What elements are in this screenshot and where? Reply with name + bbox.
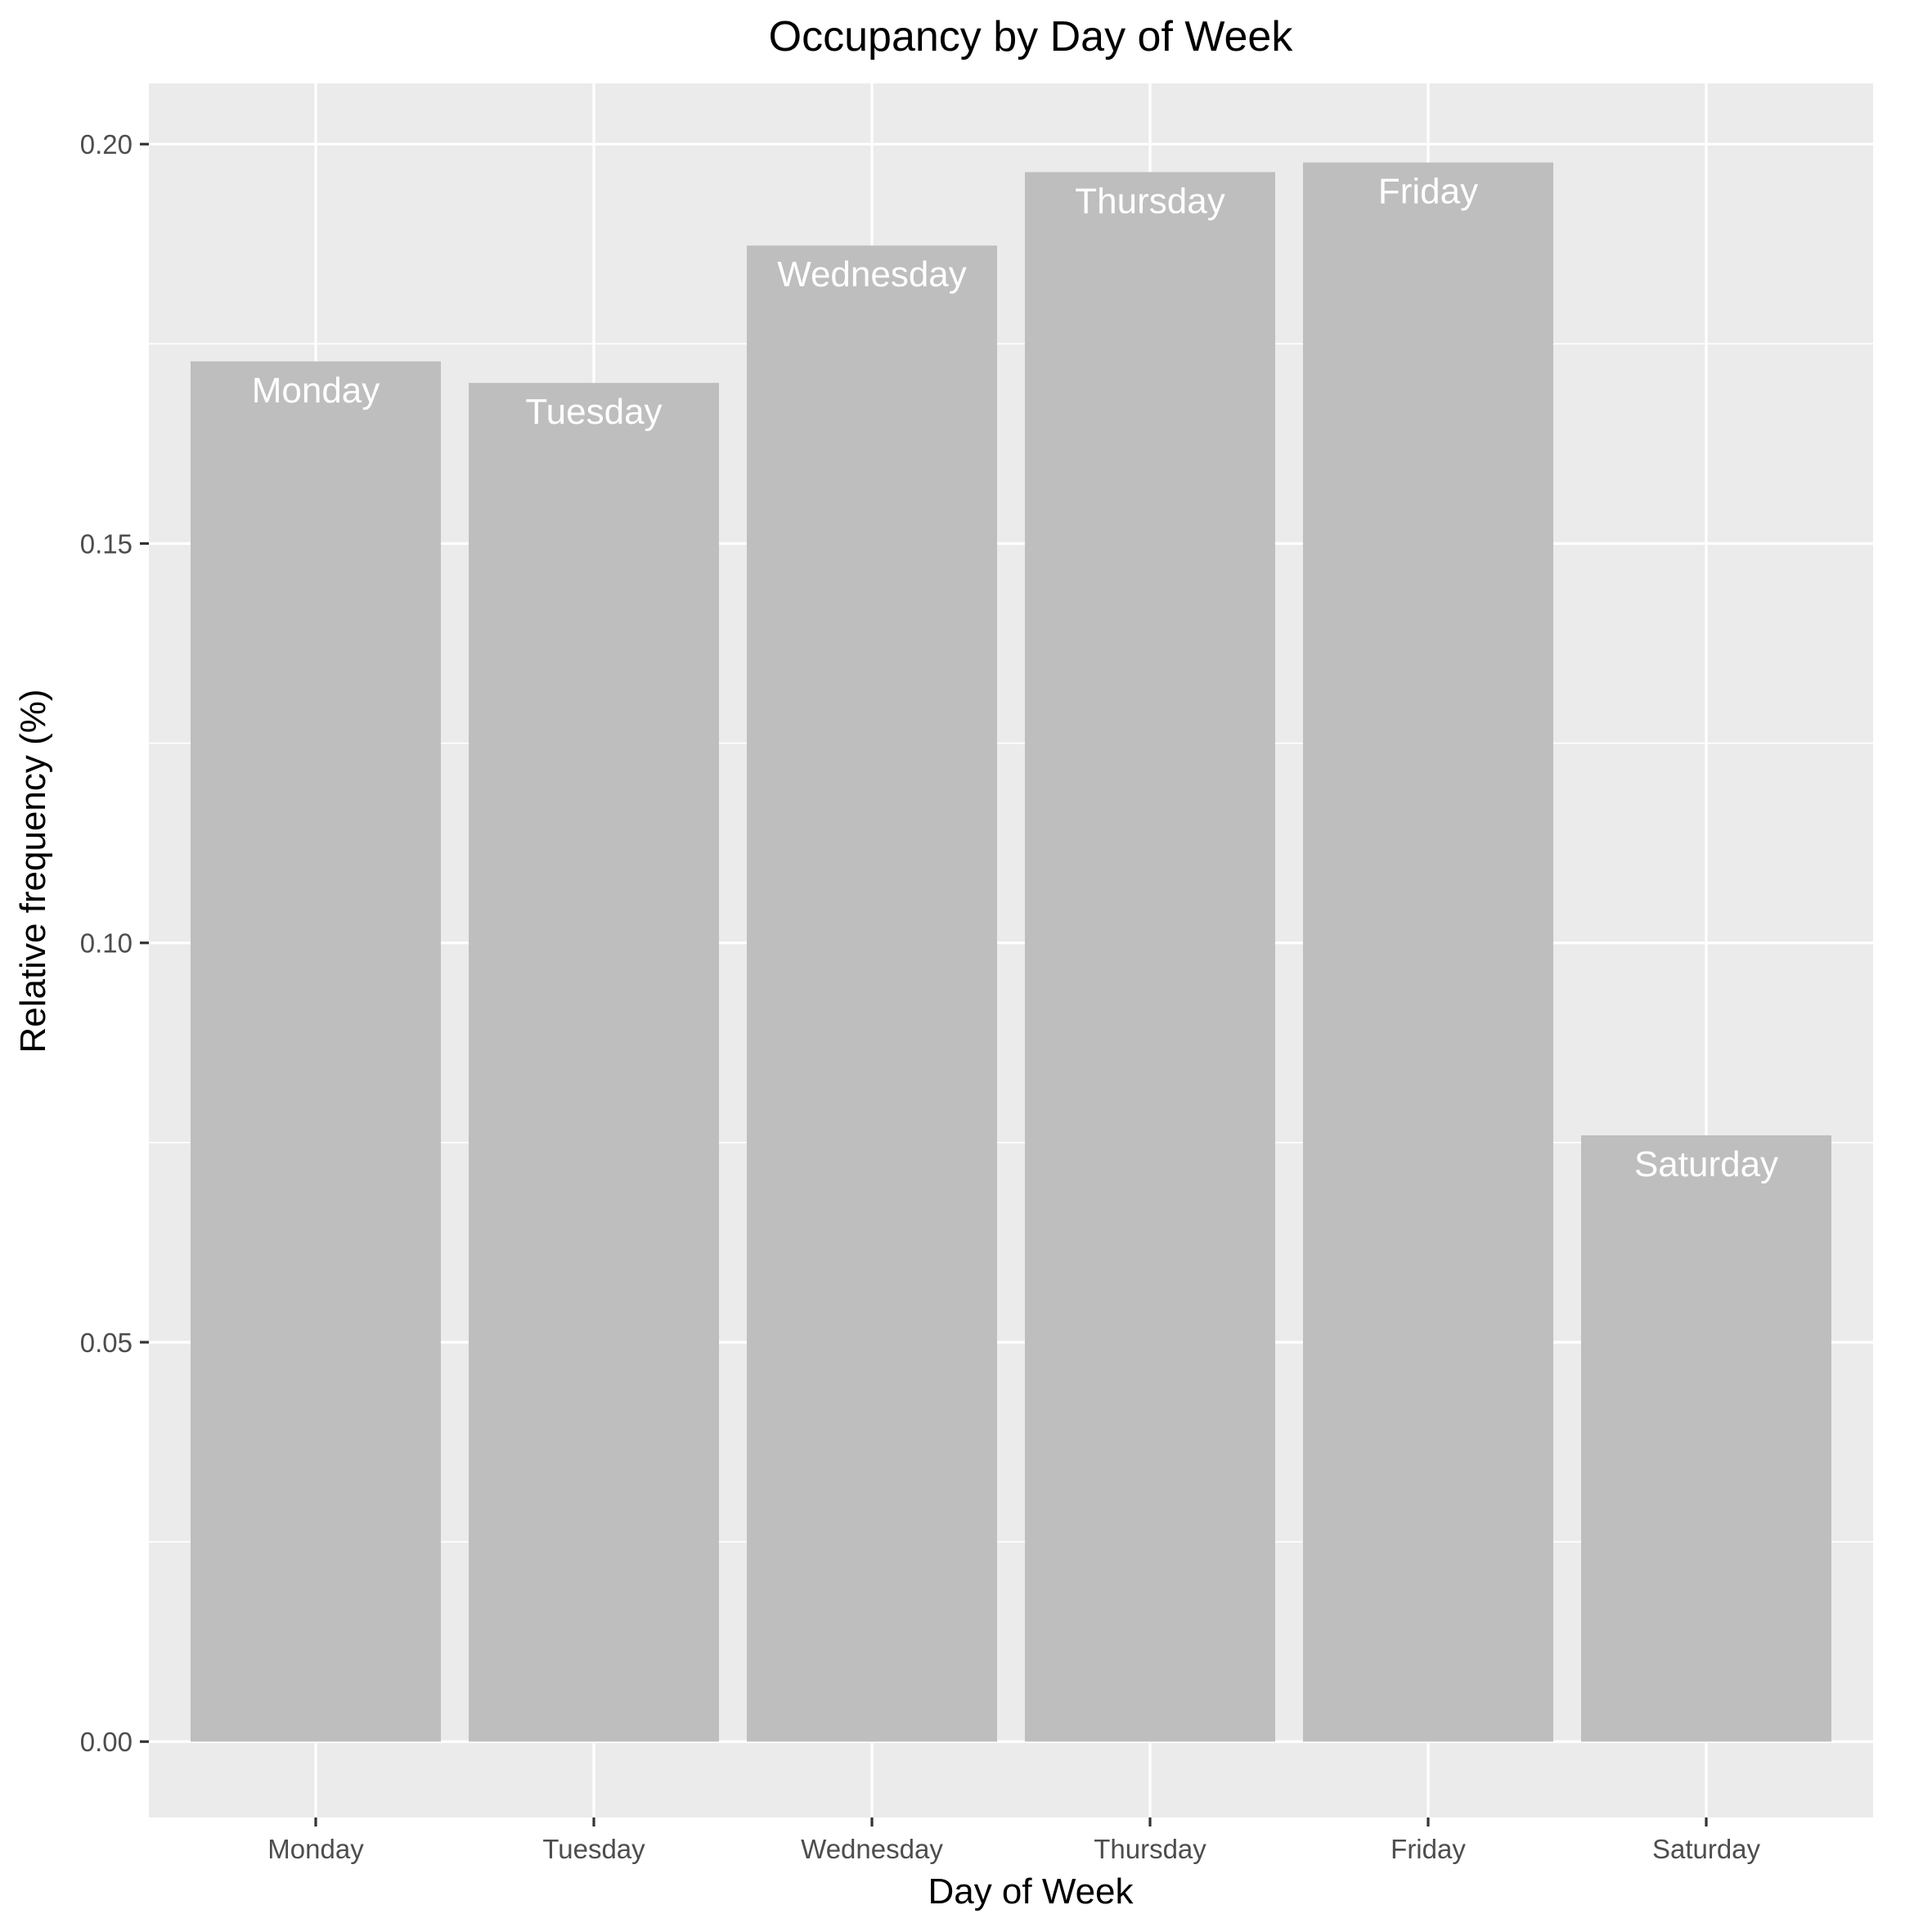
x-tick-label: Thursday [1094, 1834, 1206, 1864]
y-tick-label: 0.15 [80, 528, 133, 559]
bar-label-friday: Friday [1378, 172, 1478, 212]
bar-label-thursday: Thursday [1075, 181, 1224, 221]
chart-title: Occupancy by Day of Week [769, 13, 1294, 61]
x-tick-label: Monday [267, 1834, 364, 1864]
x-axis: Monday Tuesday Wednesday Thursday Friday Satu… [267, 1817, 1761, 1864]
bar-thursday [1025, 172, 1275, 1742]
y-tick-label: 0.20 [80, 129, 133, 160]
x-tick-label: Wednesday [801, 1834, 943, 1864]
bar-label-tuesday: Tuesday [525, 392, 662, 432]
bar-tuesday [469, 383, 719, 1742]
bar-labels: Monday Tuesday Wednesday Thursday Friday Satu… [252, 172, 1778, 1184]
bar-friday [1303, 162, 1553, 1742]
bar-label-monday: Monday [252, 371, 380, 411]
y-tick-label: 0.10 [80, 928, 133, 959]
x-tick-label: Saturday [1652, 1834, 1761, 1864]
y-axis-title: Relative frequency (%) [13, 689, 53, 1053]
y-tick-label: 0.05 [80, 1328, 133, 1358]
bar-label-wednesday: Wednesday [777, 254, 967, 294]
x-tick-label: Tuesday [542, 1834, 645, 1864]
y-tick-label: 0.00 [80, 1727, 133, 1757]
bar-wednesday [747, 245, 997, 1742]
x-axis-title: Day of Week [928, 1871, 1134, 1912]
y-axis: 0.00 0.05 0.10 0.15 0.20 [80, 129, 149, 1757]
bar-label-saturday: Saturday [1634, 1144, 1778, 1184]
x-tick-label: Friday [1391, 1834, 1466, 1864]
bars [191, 162, 1831, 1742]
bar-monday [191, 361, 441, 1742]
bar-saturday [1581, 1135, 1831, 1742]
